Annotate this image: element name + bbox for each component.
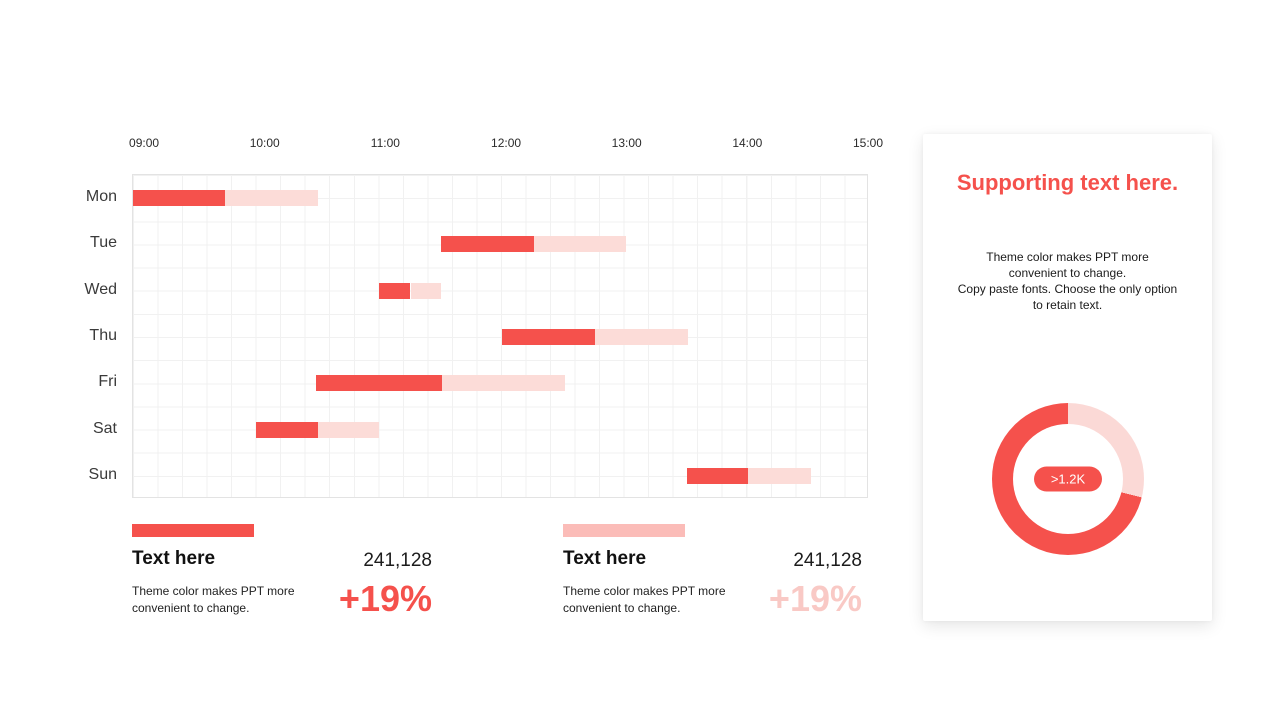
gantt-bar-light	[410, 282, 441, 299]
gantt-bar-light	[595, 329, 688, 345]
gantt-bar-solid	[133, 190, 225, 207]
legend-value: 241,128	[793, 550, 862, 571]
day-label: Fri	[98, 373, 117, 391]
gantt-bar-solid	[316, 375, 442, 392]
gantt-bar-solid	[256, 421, 318, 438]
legend-description: Theme color makes PPT more convenient to…	[132, 584, 295, 615]
gantt-bar-light	[748, 467, 812, 484]
legend-delta: +19%	[338, 578, 432, 619]
gantt-bar-solid	[379, 282, 411, 299]
day-label: Sat	[92, 419, 117, 437]
gantt-bar-solid	[440, 236, 534, 253]
legend-block-solid: Text here 241,128 Theme color makes PPT …	[132, 521, 432, 631]
supporting-body-line: Copy paste fonts. Choose the only option	[957, 282, 1178, 296]
gantt-bar-light	[317, 421, 380, 438]
legend-block-light: Text here 241,128 Theme color makes PPT …	[563, 521, 862, 631]
day-label: Wed	[84, 280, 117, 298]
x-tick-label: 10:00	[249, 136, 280, 150]
legend-title: Text here	[132, 548, 216, 569]
plot-area	[132, 174, 868, 498]
x-tick-label: 11:00	[370, 136, 400, 150]
supporting-body-line: Theme color makes PPT more	[986, 250, 1149, 264]
x-tick-label: 12:00	[491, 136, 522, 150]
donut-value-badge: >1.2K	[1034, 466, 1102, 492]
legend-swatch-light	[563, 524, 685, 537]
legend-delta: +19%	[768, 578, 862, 619]
legend-title: Text here	[563, 548, 647, 569]
gantt-bar-solid	[502, 329, 596, 345]
day-label: Sun	[88, 465, 117, 483]
gantt-bar-light	[533, 236, 627, 253]
x-tick-label: 09:00	[129, 136, 160, 150]
supporting-body-line: convenient to change.	[1008, 266, 1127, 280]
x-tick-label: 15:00	[852, 136, 884, 150]
day-label: Mon	[85, 188, 117, 206]
supporting-title: Supporting text here.	[956, 170, 1179, 195]
supporting-body: Theme color makes PPT more convenient to …	[923, 249, 1212, 313]
legend-description: Theme color makes PPT more convenient to…	[563, 584, 726, 615]
donut-chart: >1.2K	[992, 403, 1144, 555]
legend-swatch-solid	[132, 524, 254, 537]
day-label: Tue	[90, 234, 117, 252]
x-tick-label: 13:00	[611, 136, 642, 150]
gantt-bar-light	[441, 375, 565, 392]
x-tick-label: 14:00	[732, 136, 763, 150]
supporting-card: Supporting text here. Theme color makes …	[923, 134, 1212, 621]
supporting-body-line: to retain text.	[1032, 298, 1103, 312]
gantt-bar-solid	[686, 467, 749, 484]
legend-value: 241,128	[363, 550, 432, 571]
gantt-bar-light	[224, 190, 318, 207]
day-label: Thu	[89, 327, 117, 344]
